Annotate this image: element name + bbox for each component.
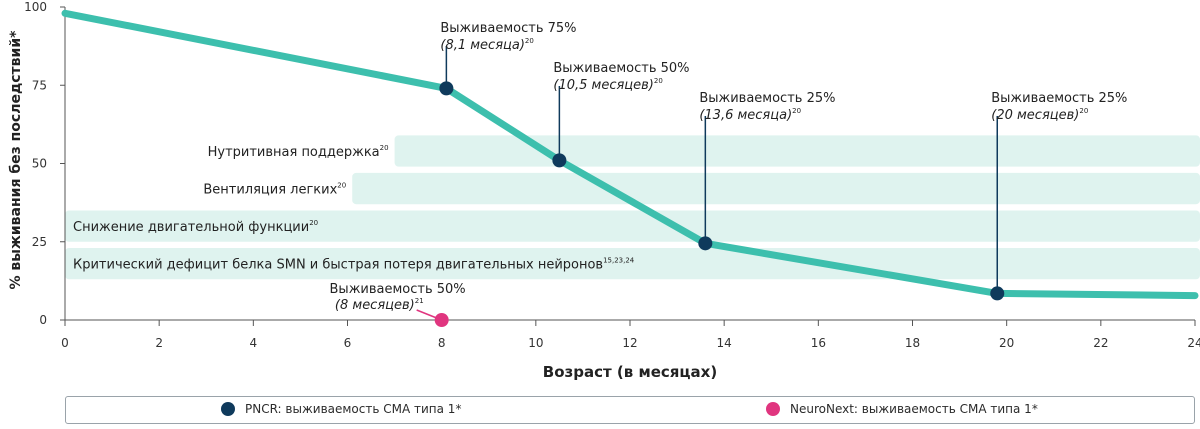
callout-label-0: Выживаемость 75% [440, 21, 576, 36]
data-point-pncr-2 [698, 236, 713, 251]
x-tick-label-9: 18 [905, 336, 920, 350]
band-0 [394, 135, 1200, 167]
x-axis-label: Возраст (в месяцах) [543, 363, 717, 381]
data-point-pncr-1 [552, 153, 567, 168]
callout-label-2: Выживаемость 25% [699, 91, 835, 106]
x-tick-label-1: 2 [155, 336, 163, 350]
x-tick-label-8: 16 [811, 336, 826, 350]
callout-sublabel-3: (20 месяцев)20 [991, 107, 1088, 123]
callout-sublabel-2: (13,6 месяца)20 [699, 107, 801, 123]
band-label-1: Вентиляция легких20 [203, 182, 346, 198]
series-line-pncr [61, 9, 1199, 300]
x-tick-label-5: 10 [528, 336, 543, 350]
callout-label-neuronext-0: Выживаемость 50% [330, 282, 466, 297]
data-point-neuronext-0 [434, 313, 449, 327]
x-tick-label-4: 8 [438, 336, 446, 350]
callout-sublabel-0: (8,1 месяца)20 [440, 37, 533, 53]
y-tick-label-1: 25 [32, 235, 47, 249]
x-tick-label-12: 24 [1187, 336, 1200, 350]
band-2 [65, 210, 1200, 242]
y-tick-label-0: 0 [39, 313, 47, 327]
data-point-pncr-3 [990, 286, 1005, 301]
x-tick-label-2: 4 [250, 336, 258, 350]
x-tick-label-6: 12 [622, 336, 637, 350]
legend: PNCR: выживаемость СМА типа 1* NeuroNext… [65, 396, 1195, 424]
y-tick-label-4: 100 [24, 0, 47, 14]
legend-item-pncr: PNCR: выживаемость СМА типа 1* [221, 402, 461, 416]
y-tick-label-2: 50 [32, 157, 47, 171]
x-tick-label-0: 0 [61, 336, 69, 350]
band-label-2: Снижение двигательной функции20 [73, 219, 318, 235]
legend-marker-neuronext [766, 402, 780, 416]
x-tick-label-11: 22 [1093, 336, 1108, 350]
y-tick-label-3: 75 [32, 78, 47, 92]
callout-label-3: Выживаемость 25% [991, 91, 1127, 106]
y-axis-label: % выживания без последствий* [8, 30, 24, 290]
callout-label-1: Выживаемость 50% [553, 61, 689, 76]
legend-label-neuronext: NeuroNext: выживаемость СМА типа 1* [790, 402, 1038, 416]
callout-sublabel-1: (10,5 месяцев)20 [553, 77, 662, 93]
legend-label-pncr: PNCR: выживаемость СМА типа 1* [245, 402, 462, 416]
band-label-3: Критический дефицит белка SMN и быстрая … [73, 257, 635, 273]
band-label-0: Нутритивная поддержка20 [208, 144, 389, 160]
data-point-pncr-0 [439, 81, 454, 96]
legend-item-neuronext: NeuroNext: выживаемость СМА типа 1* [766, 402, 1038, 416]
x-tick-label-7: 14 [717, 336, 732, 350]
x-tick-label-3: 6 [344, 336, 352, 350]
survival-chart: Нутритивная поддержка20 Вентиляция легких… [24, 0, 1200, 381]
band-1 [352, 172, 1200, 205]
legend-marker-pncr [221, 402, 235, 416]
band-3 [65, 248, 1200, 280]
x-tick-label-10: 20 [999, 336, 1014, 350]
callout-sublabel-neuronext-0: (8 месяцев)21 [335, 297, 424, 313]
